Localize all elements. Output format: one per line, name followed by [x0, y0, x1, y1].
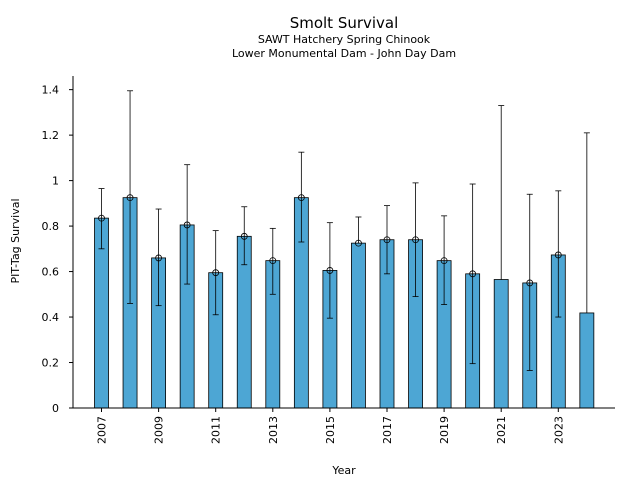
x-tick-label: 2017 [381, 416, 394, 444]
point-marker-2016 [355, 239, 362, 247]
point-marker-2008 [126, 194, 134, 202]
point-marker-2022 [526, 279, 534, 287]
y-tick-label: 0.4 [42, 311, 60, 324]
x-tick-label: 2021 [495, 416, 508, 444]
y-tick-label: 0 [52, 402, 59, 415]
y-axis-label: PIT-Tag Survival [9, 198, 22, 283]
point-marker-2017 [383, 236, 391, 244]
x-tick-label: 2023 [552, 416, 565, 444]
point-marker-2009 [155, 254, 163, 262]
x-tick-label: 2019 [438, 416, 451, 444]
plot-area: 0 0.2 0.4 0.6 0.8 1 1.2 1.4 2007 2009 2011 2013 2015… [42, 76, 615, 444]
point-marker-2013 [269, 257, 277, 265]
point-marker-2020 [469, 270, 477, 278]
y-tick-label: 1.2 [42, 129, 60, 142]
bar-2016 [351, 242, 366, 409]
y-tick-label: 1.4 [42, 84, 60, 97]
bar-2024 [579, 312, 595, 409]
x-tick-label: 2011 [210, 416, 223, 444]
x-tick-label: 2009 [153, 416, 166, 444]
chart-subtitle-line-1: SAWT Hatchery Spring Chinook [258, 33, 431, 46]
point-marker-2010 [183, 221, 191, 229]
point-marker-2019 [440, 257, 448, 265]
point-marker-2011 [212, 269, 220, 277]
chart-title: Smolt Survival [290, 14, 399, 32]
bar-2021 [493, 279, 509, 409]
x-axis-label: Year [331, 464, 356, 477]
x-tick-label: 2013 [267, 416, 280, 444]
y-tick-label: 0.6 [42, 266, 60, 279]
y-tick-label: 0.2 [42, 357, 60, 370]
point-marker-2023 [554, 251, 562, 259]
x-tick-label: 2015 [324, 416, 337, 444]
point-marker-2014 [297, 194, 305, 202]
y-tick-label: 1 [52, 175, 59, 188]
y-tick-label: 0.8 [42, 220, 60, 233]
point-marker-2007 [98, 214, 105, 222]
point-marker-2018 [412, 236, 419, 244]
chart-subtitle-line-2: Lower Monumental Dam - John Day Dam [232, 47, 456, 60]
point-marker-2012 [240, 232, 248, 240]
x-tick-label: 2007 [96, 416, 109, 444]
point-marker-2015 [326, 267, 334, 274]
